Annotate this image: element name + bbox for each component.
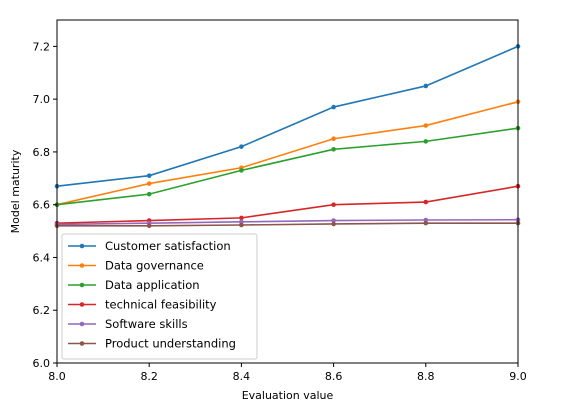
y-tick-label: 6.8 bbox=[33, 146, 51, 159]
x-tick-label: 8.4 bbox=[233, 370, 251, 383]
series-1 bbox=[54, 99, 521, 207]
legend-swatch-marker bbox=[79, 243, 85, 249]
legend-swatch-marker bbox=[79, 263, 85, 268]
data-point bbox=[331, 146, 336, 152]
legend-item: Data application bbox=[68, 278, 200, 292]
series-5 bbox=[54, 220, 521, 229]
legend-label: Data application bbox=[105, 278, 200, 292]
x-tick-label: 8.6 bbox=[325, 370, 343, 383]
series-line bbox=[57, 222, 518, 227]
legend-label: Data governance bbox=[105, 259, 204, 273]
legend-swatch-marker bbox=[79, 341, 85, 346]
data-point bbox=[423, 123, 429, 128]
data-point bbox=[239, 168, 244, 173]
data-point bbox=[331, 202, 336, 207]
series-line bbox=[56, 45, 519, 188]
data-point bbox=[423, 139, 429, 144]
data-point bbox=[331, 104, 336, 110]
data-point bbox=[331, 136, 336, 142]
legend: Customer satisfaction Data governance Data… bbox=[61, 233, 258, 360]
legend-box bbox=[61, 233, 258, 360]
data-point bbox=[239, 219, 244, 225]
axis-ticks: 8.0 8.2 8.4 8.6 8.8 9.0 6.0 6.2 6.4 6.6 6.8 7.0 7.2 bbox=[33, 40, 527, 383]
legend-item: Product understanding bbox=[68, 337, 236, 351]
data-point bbox=[239, 222, 244, 228]
data-point bbox=[331, 218, 336, 223]
data-point bbox=[423, 83, 429, 89]
plot-area-frame bbox=[56, 19, 519, 364]
x-axis-label: Evaluation value bbox=[242, 389, 334, 402]
y-tick-label: 6.6 bbox=[33, 199, 51, 212]
series-line bbox=[56, 101, 519, 206]
legend-label: Software skills bbox=[105, 317, 188, 331]
data-point bbox=[423, 220, 429, 226]
y-tick-label: 7.0 bbox=[33, 93, 51, 106]
y-axis-label: Model maturity bbox=[9, 149, 22, 233]
legend-swatch-marker bbox=[79, 302, 85, 307]
data-point bbox=[146, 223, 152, 229]
y-tick-label: 6.0 bbox=[33, 357, 51, 370]
x-tick-label: 8.8 bbox=[417, 370, 435, 383]
x-tick-label: 8.0 bbox=[48, 370, 66, 383]
series-2 bbox=[54, 125, 521, 207]
legend-swatch-marker bbox=[79, 282, 85, 288]
series-4 bbox=[54, 217, 521, 227]
x-tick-label: 9.0 bbox=[509, 370, 527, 383]
series-layer bbox=[54, 44, 521, 229]
data-point bbox=[423, 217, 429, 223]
legend-item: Customer satisfaction bbox=[68, 239, 231, 253]
series-line bbox=[56, 218, 519, 226]
data-point bbox=[239, 144, 244, 149]
data-point bbox=[331, 221, 336, 227]
legend-swatch-marker bbox=[79, 321, 85, 327]
series-line bbox=[56, 185, 519, 224]
y-tick-label: 7.2 bbox=[33, 40, 51, 53]
x-tick-label: 8.2 bbox=[140, 370, 158, 383]
data-point bbox=[146, 181, 152, 186]
data-point bbox=[146, 191, 152, 197]
data-point bbox=[423, 199, 429, 205]
legend-label: Customer satisfaction bbox=[105, 239, 231, 253]
legend-label: technical feasibility bbox=[105, 298, 217, 312]
data-point bbox=[146, 173, 152, 178]
y-tick-label: 6.4 bbox=[33, 251, 51, 264]
series-line bbox=[56, 127, 519, 206]
legend-item: Software skills bbox=[68, 317, 188, 331]
data-point bbox=[239, 215, 244, 221]
legend-item: technical feasibility bbox=[68, 298, 217, 312]
y-tick-label: 6.2 bbox=[33, 304, 51, 317]
series-0 bbox=[54, 44, 521, 189]
legend-label: Product understanding bbox=[105, 337, 236, 351]
legend-item: Data governance bbox=[68, 259, 204, 273]
